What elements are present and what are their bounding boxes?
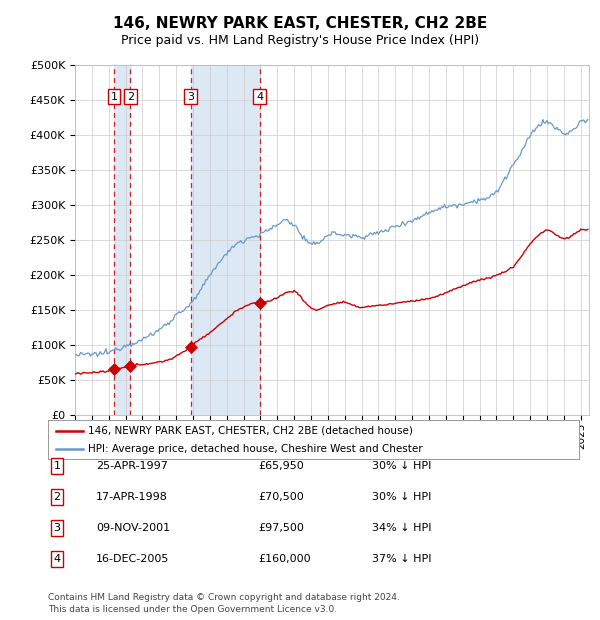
Text: 34% ↓ HPI: 34% ↓ HPI [372,523,431,533]
Text: 146, NEWRY PARK EAST, CHESTER, CH2 2BE (detached house): 146, NEWRY PARK EAST, CHESTER, CH2 2BE (… [88,426,413,436]
Text: 2: 2 [53,492,61,502]
Text: 1: 1 [110,92,118,102]
Text: £160,000: £160,000 [258,554,311,564]
Text: 09-NOV-2001: 09-NOV-2001 [96,523,170,533]
Text: 16-DEC-2005: 16-DEC-2005 [96,554,169,564]
Text: 3: 3 [53,523,61,533]
Text: Price paid vs. HM Land Registry's House Price Index (HPI): Price paid vs. HM Land Registry's House … [121,35,479,47]
Text: 4: 4 [256,92,263,102]
Text: 37% ↓ HPI: 37% ↓ HPI [372,554,431,564]
Text: £97,500: £97,500 [258,523,304,533]
Text: 30% ↓ HPI: 30% ↓ HPI [372,492,431,502]
Text: 25-APR-1997: 25-APR-1997 [96,461,168,471]
Text: 3: 3 [187,92,194,102]
Text: 146, NEWRY PARK EAST, CHESTER, CH2 2BE: 146, NEWRY PARK EAST, CHESTER, CH2 2BE [113,16,487,31]
Text: £65,950: £65,950 [258,461,304,471]
Bar [191,65,260,415]
Bar [114,65,130,415]
Text: £70,500: £70,500 [258,492,304,502]
Text: 30% ↓ HPI: 30% ↓ HPI [372,461,431,471]
Text: Contains HM Land Registry data © Crown copyright and database right 2024.
This d: Contains HM Land Registry data © Crown c… [48,593,400,614]
Text: 4: 4 [53,554,61,564]
Text: 2: 2 [127,92,134,102]
Text: 1: 1 [53,461,61,471]
Text: 17-APR-1998: 17-APR-1998 [96,492,168,502]
Text: HPI: Average price, detached house, Cheshire West and Chester: HPI: Average price, detached house, Ches… [88,444,422,454]
